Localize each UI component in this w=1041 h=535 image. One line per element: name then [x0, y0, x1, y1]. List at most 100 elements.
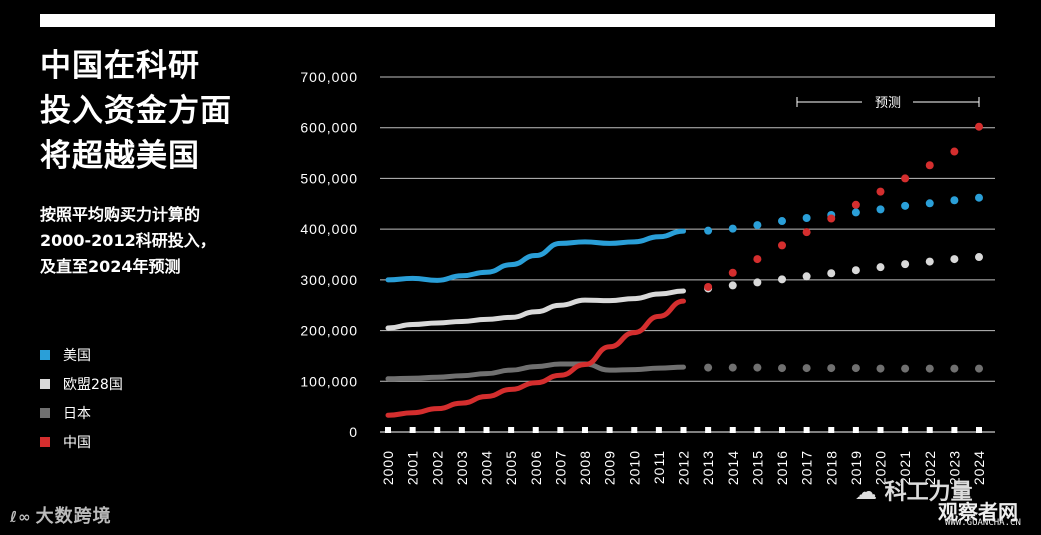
- forecast-point-2: [778, 364, 786, 373]
- legend-label: 中国: [63, 434, 91, 451]
- legend-swatch: [40, 378, 50, 389]
- x-tick-label: 2011: [651, 450, 667, 484]
- forecast-point-1: [802, 272, 811, 281]
- forecast-point-1: [925, 257, 934, 266]
- x-tick-label: 2007: [552, 450, 568, 485]
- forecast-point-1: [901, 260, 910, 269]
- x-axis-marker: [877, 427, 884, 433]
- y-tick-label: 100,000: [300, 373, 358, 389]
- forecast-point-3: [851, 200, 860, 209]
- x-tick-label: 2023: [946, 450, 962, 485]
- watermark-right-top-text: 科工力量: [884, 480, 973, 505]
- forecast-point-2: [827, 364, 836, 373]
- forecast-point-1: [778, 275, 786, 284]
- forecast-point-0: [975, 193, 983, 202]
- forecast-point-3: [753, 255, 762, 264]
- forecast-point-2: [851, 364, 860, 373]
- forecast-point-2: [704, 363, 713, 372]
- x-tick-label: 2000: [380, 450, 396, 485]
- forecast-point-1: [851, 266, 860, 275]
- forecast-point-1: [728, 281, 737, 290]
- forecast-point-0: [876, 205, 885, 214]
- x-axis-marker: [803, 427, 810, 433]
- subtitle-line-2: 2000-2012科研投入，: [40, 231, 216, 250]
- forecast-point-1: [950, 255, 959, 264]
- top-bar: [40, 14, 995, 27]
- x-tick-label: 2016: [774, 450, 790, 485]
- series-line-2: [385, 361, 686, 382]
- x-tick-label: 2010: [626, 450, 642, 485]
- x-axis-marker: [705, 427, 712, 433]
- watermark-right-top: ☁ 科工力量: [855, 474, 973, 506]
- x-tick-label: 2017: [799, 450, 815, 485]
- forecast-point-2: [975, 364, 983, 373]
- forecast-point-2: [925, 364, 934, 373]
- subtitle-line-3: 及直至2024年预测: [40, 257, 181, 276]
- x-tick-label: 2020: [873, 450, 889, 485]
- x-tick-label: 2009: [602, 450, 618, 485]
- x-axis-marker: [754, 427, 761, 433]
- y-tick-label: 600,000: [300, 120, 358, 136]
- x-tick-label: 2012: [676, 450, 692, 485]
- forecast-point-0: [802, 213, 811, 222]
- x-axis-marker: [976, 427, 982, 433]
- x-axis-marker: [409, 427, 416, 433]
- y-tick-label: 400,000: [300, 221, 358, 237]
- legend: 美国 欧盟28国 日本 中国: [40, 340, 123, 456]
- x-tick-label: 2002: [429, 450, 445, 485]
- x-axis-marker: [902, 427, 909, 433]
- y-tick-label: 200,000: [300, 323, 358, 339]
- forecast-point-0: [950, 196, 959, 205]
- forecast-point-2: [802, 364, 811, 373]
- forecast-point-3: [950, 147, 959, 156]
- x-axis-marker: [508, 427, 515, 433]
- x-tick-label: 2008: [577, 450, 593, 485]
- x-tick-label: 2014: [725, 450, 741, 485]
- headline-line-1: 中国在科研: [40, 48, 200, 84]
- x-tick-label: 2006: [528, 450, 544, 485]
- x-tick-label: 2018: [823, 450, 839, 485]
- headline-line-2: 投入资金方面: [40, 93, 232, 129]
- forecast-point-0: [925, 199, 934, 208]
- forecast-point-3: [901, 174, 910, 183]
- watermark-url: WWW.GUANCHA.CN: [945, 518, 1021, 528]
- series-line-0: [385, 228, 686, 283]
- headline-line-3: 将超越美国: [40, 138, 200, 174]
- forecast-point-0: [704, 226, 713, 235]
- forecast-point-2: [876, 364, 885, 373]
- legend-label: 日本: [63, 405, 91, 422]
- x-axis-marker: [631, 427, 638, 433]
- forecast-point-2: [728, 363, 737, 372]
- x-axis-marker: [557, 427, 564, 433]
- headline: 中国在科研 投入资金方面 将超越美国: [40, 44, 280, 179]
- brand-logo-icon: ℓ∞: [10, 508, 32, 526]
- x-axis-marker: [483, 427, 490, 433]
- watermark-right-mid: 观察者网: [938, 500, 1018, 524]
- legend-swatch: [40, 407, 50, 418]
- x-tick-label: 2022: [922, 450, 938, 485]
- series-line-3: [385, 298, 686, 418]
- x-axis-marker: [680, 427, 687, 433]
- x-tick-label: 2005: [503, 450, 519, 485]
- forecast-point-2: [753, 363, 762, 372]
- forecast-point-3: [925, 161, 934, 170]
- forecast-point-0: [728, 224, 737, 233]
- subtitle-line-1: 按照平均购买力计算的: [40, 205, 201, 224]
- y-tick-label: 0: [349, 424, 358, 440]
- y-tick-label: 700,000: [300, 69, 358, 85]
- forecast-point-3: [778, 241, 786, 250]
- forecast-point-0: [851, 208, 860, 217]
- watermark-left: ℓ∞ 大数跨境: [10, 502, 112, 528]
- forecast-point-0: [901, 201, 910, 210]
- forecast-point-1: [827, 269, 836, 278]
- forecast-point-1: [876, 263, 885, 272]
- subtitle: 按照平均购买力计算的 2000-2012科研投入， 及直至2024年预测: [40, 202, 290, 280]
- legend-swatch: [40, 436, 50, 447]
- legend-label: 美国: [63, 347, 91, 364]
- series-line-1: [385, 288, 686, 331]
- x-axis-marker: [926, 427, 933, 433]
- x-axis-marker: [655, 427, 662, 433]
- forecast-point-2: [950, 364, 959, 373]
- legend-item-china: 中国: [40, 427, 123, 456]
- x-axis-marker: [532, 427, 539, 433]
